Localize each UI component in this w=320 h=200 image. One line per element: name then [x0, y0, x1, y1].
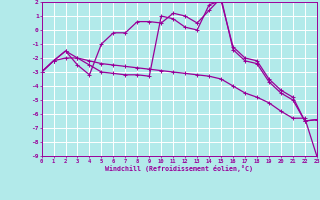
X-axis label: Windchill (Refroidissement éolien,°C): Windchill (Refroidissement éolien,°C)	[105, 165, 253, 172]
